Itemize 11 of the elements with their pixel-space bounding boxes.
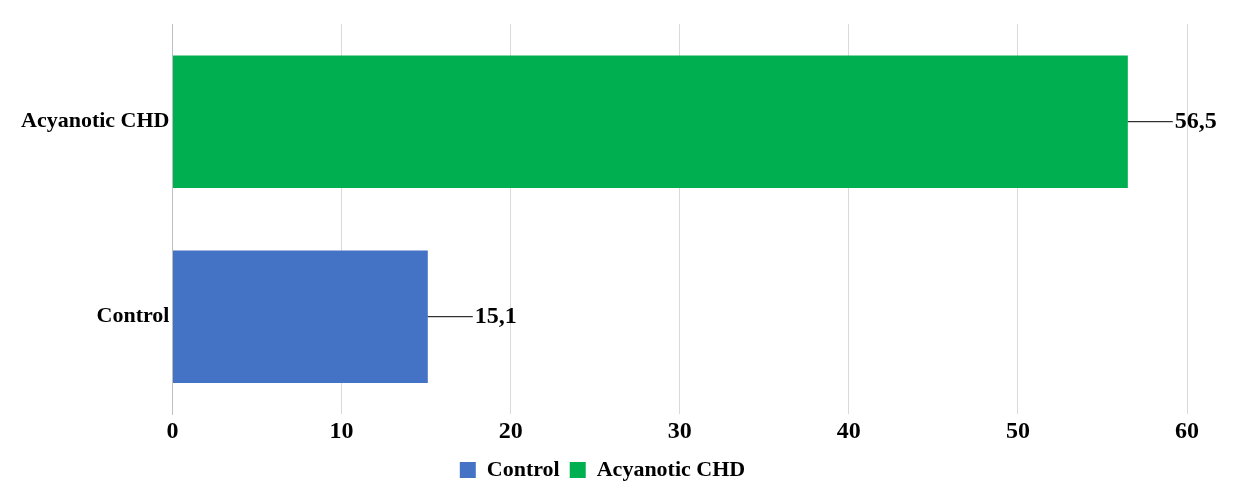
data-label: 15,1	[474, 301, 517, 328]
legend-label: Acyanotic CHD	[596, 455, 746, 481]
x-tick-label: 40	[836, 416, 861, 443]
x-tick-label: 10	[329, 416, 354, 443]
x-tick-label: 60	[1175, 416, 1199, 443]
legend-label: Control	[486, 455, 560, 481]
x-tick-label: 30	[667, 416, 692, 443]
x-tick-label: 50	[1005, 416, 1030, 443]
x-tick-label: 20	[498, 416, 523, 443]
data-label: 56,5	[1174, 106, 1217, 133]
x-tick-label: 0	[166, 416, 179, 443]
